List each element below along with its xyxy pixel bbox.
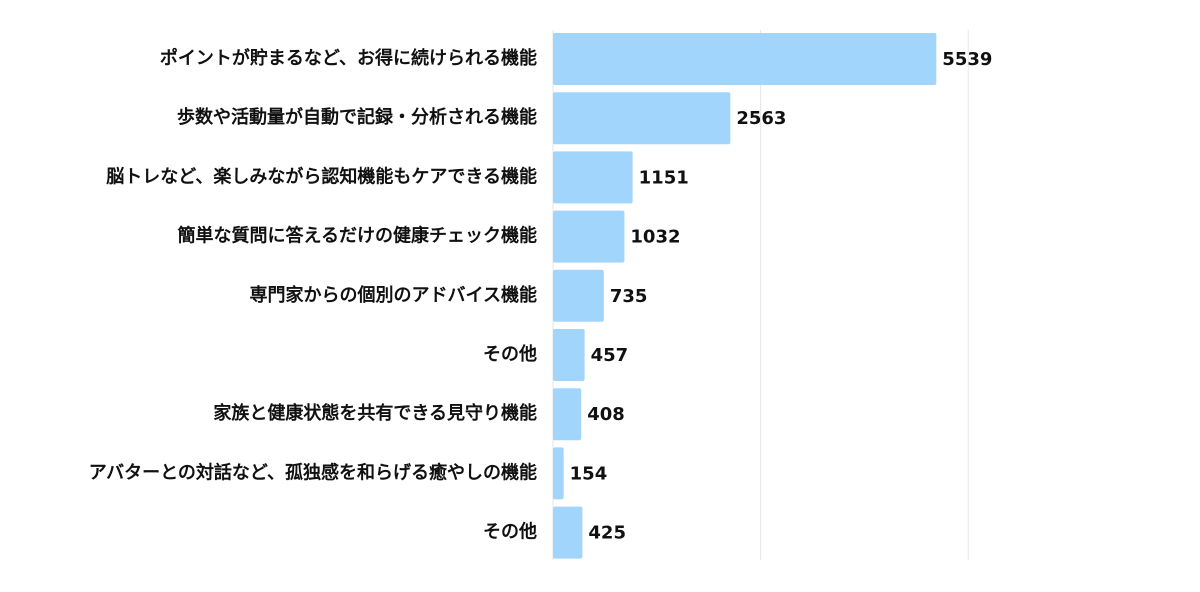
category-label: 歩数や活動量が自動で記録・分析される機能: [177, 106, 537, 128]
value-label: 1151: [639, 167, 689, 188]
category-label: 専門家からの個別のアドバイス機能: [250, 284, 537, 306]
category-label: 簡単な質問に答えるだけの健康チェック機能: [178, 225, 537, 247]
value-label: 5539: [942, 49, 992, 70]
bar: [553, 210, 625, 263]
value-label: 154: [570, 463, 608, 484]
category-labels: ポイントが貯まるなど、お得に続けられる機能歩数や活動量が自動で記録・分析される機…: [89, 47, 537, 543]
value-label: 2563: [736, 108, 786, 129]
value-label: 425: [588, 523, 626, 544]
bar: [553, 506, 583, 559]
category-label: 家族と健康状態を共有できる見守り機能: [213, 402, 537, 424]
category-label: 脳トレなど、楽しみながら認知機能もケアできる機能: [106, 165, 537, 187]
category-label: ポイントが貯まるなど、お得に続けられる機能: [160, 47, 537, 69]
category-label: その他: [483, 521, 537, 543]
bar: [553, 151, 633, 204]
bar: [553, 269, 604, 322]
bar: [553, 447, 564, 500]
value-label: 1032: [630, 227, 680, 248]
value-label: 408: [587, 404, 625, 425]
bar: [553, 388, 582, 441]
category-label: その他: [483, 343, 537, 365]
value-labels: 5539 2563 1151 1032 735 457 408 154 425: [570, 49, 993, 544]
value-label: 457: [591, 345, 629, 366]
bar: [553, 329, 585, 381]
category-label: アバターとの対話など、孤独感を和らげる癒やしの機能: [89, 461, 537, 483]
bar: [553, 92, 731, 145]
value-label: 735: [610, 286, 648, 307]
bar: [553, 33, 937, 85]
bars: [553, 33, 937, 559]
